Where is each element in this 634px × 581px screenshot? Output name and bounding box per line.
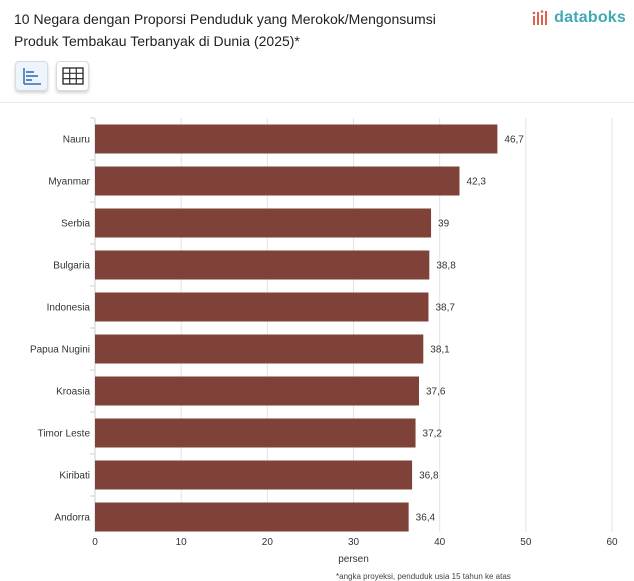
chart-title: 10 Negara dengan Proporsi Penduduk yang … bbox=[14, 8, 454, 52]
bar bbox=[95, 460, 413, 490]
bar bbox=[95, 166, 460, 196]
bar bbox=[95, 292, 429, 322]
value-label: 46,7 bbox=[504, 135, 524, 146]
bar bbox=[95, 376, 419, 406]
category-label: Indonesia bbox=[47, 303, 91, 314]
table-grid-icon bbox=[61, 67, 84, 85]
chart-title-line-2: Produk Tembakau Terbanyak di Dunia (2025… bbox=[14, 33, 300, 49]
value-label: 38,1 bbox=[430, 345, 450, 356]
databoks-logo[interactable]: databoks bbox=[532, 9, 626, 27]
value-label: 39 bbox=[438, 219, 450, 230]
bar bbox=[95, 250, 430, 280]
value-label: 38,8 bbox=[436, 261, 456, 272]
header-divider bbox=[0, 102, 634, 103]
brand-name: databoks bbox=[554, 9, 626, 26]
category-label: Nauru bbox=[63, 135, 90, 146]
category-label: Papua Nugini bbox=[30, 345, 90, 356]
category-label: Kiribati bbox=[59, 471, 90, 482]
chart-title-line-1: 10 Negara dengan Proporsi Penduduk yang … bbox=[14, 11, 436, 27]
x-tick-label: 0 bbox=[92, 537, 98, 548]
bar bbox=[95, 418, 416, 448]
bar-chart-view-button[interactable] bbox=[15, 61, 48, 91]
x-tick-label: 60 bbox=[606, 537, 618, 548]
category-label: Serbia bbox=[61, 219, 90, 230]
value-label: 38,7 bbox=[435, 303, 455, 314]
category-label: Kroasia bbox=[56, 387, 90, 398]
value-label: 36,8 bbox=[419, 471, 439, 482]
x-tick-label: 10 bbox=[176, 537, 188, 548]
x-tick-label: 20 bbox=[262, 537, 274, 548]
x-tick-label: 50 bbox=[520, 537, 532, 548]
bar bbox=[95, 208, 432, 238]
value-label: 37,2 bbox=[423, 429, 443, 440]
x-tick-label: 30 bbox=[348, 537, 360, 548]
category-label: Myanmar bbox=[48, 177, 90, 188]
bar bbox=[95, 502, 409, 532]
bar bbox=[95, 334, 424, 364]
value-label: 42,3 bbox=[466, 177, 486, 188]
bar-list-icon bbox=[22, 68, 41, 85]
category-label: Bulgaria bbox=[53, 261, 90, 272]
table-view-button[interactable] bbox=[56, 61, 89, 91]
databoks-logo-icon bbox=[532, 10, 548, 25]
x-tick-label: 40 bbox=[434, 537, 446, 548]
bar bbox=[95, 124, 498, 154]
category-label: Andorra bbox=[54, 513, 90, 524]
category-label: Timor Leste bbox=[38, 429, 91, 440]
x-axis-title: persen bbox=[338, 554, 369, 565]
value-label: 37,6 bbox=[426, 387, 446, 398]
footnote: *angka proyeksi, penduduk usia 15 tahun … bbox=[336, 572, 511, 581]
value-label: 36,4 bbox=[416, 513, 436, 524]
